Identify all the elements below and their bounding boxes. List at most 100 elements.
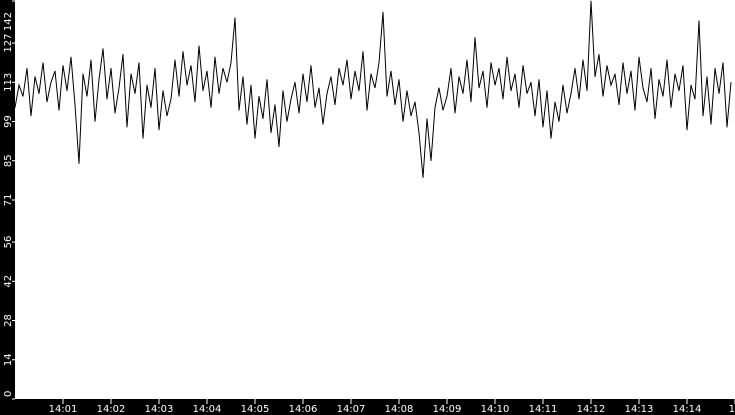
data-point xyxy=(238,109,240,111)
data-point xyxy=(342,84,344,86)
data-point xyxy=(214,56,216,58)
data-point xyxy=(82,73,84,75)
data-point xyxy=(614,73,616,75)
data-point xyxy=(234,17,236,19)
data-point xyxy=(618,104,620,106)
x-tick-label: 14:03 xyxy=(145,404,174,415)
data-point xyxy=(454,112,456,114)
x-tick-label: 14:11 xyxy=(529,404,558,415)
data-point xyxy=(90,59,92,61)
data-point xyxy=(686,129,688,131)
data-point xyxy=(338,67,340,69)
y-tick-label: 71 xyxy=(3,194,14,207)
data-point xyxy=(210,107,212,108)
data-point xyxy=(558,121,560,122)
x-tick-label: 14:13 xyxy=(625,404,654,415)
data-point xyxy=(166,115,168,117)
data-point xyxy=(114,112,116,114)
data-point xyxy=(546,90,548,92)
data-point xyxy=(78,163,80,164)
data-point xyxy=(474,37,476,38)
data-point xyxy=(506,56,508,58)
data-point xyxy=(118,87,120,89)
data-point xyxy=(346,59,348,61)
data-point xyxy=(278,146,280,148)
data-point xyxy=(554,101,556,103)
data-point xyxy=(598,53,600,55)
data-point xyxy=(566,112,568,114)
data-point xyxy=(98,79,100,80)
data-point xyxy=(470,101,472,103)
data-point xyxy=(530,81,532,83)
data-point xyxy=(130,73,132,75)
data-point xyxy=(122,53,124,55)
data-point xyxy=(198,45,200,47)
data-point xyxy=(34,76,36,78)
y-tick-label: 142 xyxy=(3,12,14,31)
data-point xyxy=(266,79,268,80)
data-point xyxy=(170,98,172,100)
data-point xyxy=(654,118,656,120)
y-tick-label: 85 xyxy=(3,154,14,167)
data-point xyxy=(390,70,392,72)
data-point xyxy=(394,104,396,106)
data-point xyxy=(334,104,336,106)
data-point xyxy=(350,98,352,100)
y-tick-label: 0 xyxy=(3,391,14,397)
y-tick-label: 127 xyxy=(3,33,14,52)
x-tick-label: 14:01 xyxy=(49,404,78,415)
data-point xyxy=(446,95,448,97)
data-point xyxy=(158,129,160,131)
data-point xyxy=(590,0,592,2)
data-point xyxy=(422,177,424,178)
data-point xyxy=(518,107,520,108)
data-point xyxy=(538,79,540,80)
data-point xyxy=(626,93,628,94)
data-point xyxy=(426,118,428,120)
x-tick-label: 14:04 xyxy=(193,404,222,415)
data-point xyxy=(258,95,260,97)
data-point xyxy=(634,109,636,111)
x-axis: 14:01 14:02 14:03 14:04 14:05 14:06 14:07 14:08… xyxy=(49,399,735,415)
data-point xyxy=(290,98,292,100)
data-point xyxy=(50,81,52,83)
data-point xyxy=(570,93,572,94)
data-point xyxy=(242,76,244,78)
x-tick-label: 14:02 xyxy=(97,404,126,415)
y-tick-label: 99 xyxy=(3,115,14,128)
data-point xyxy=(666,59,668,61)
data-point xyxy=(550,137,552,139)
data-point xyxy=(322,123,324,125)
data-point xyxy=(462,93,464,94)
data-point xyxy=(406,90,408,92)
y-tick-label: 113 xyxy=(3,73,14,92)
data-point xyxy=(246,123,248,125)
data-point xyxy=(26,67,28,69)
data-point xyxy=(606,65,608,66)
data-point xyxy=(718,93,720,94)
data-point xyxy=(650,67,652,69)
data-point xyxy=(434,107,436,108)
series-line xyxy=(14,0,732,178)
data-point xyxy=(398,79,400,80)
data-point xyxy=(622,62,624,64)
data-point xyxy=(698,20,700,22)
x-tick-label: 14:12 xyxy=(577,404,606,415)
data-point xyxy=(502,98,504,100)
data-point xyxy=(670,107,672,108)
data-point xyxy=(146,84,148,86)
x-tick-label: 14 xyxy=(729,404,735,415)
data-point xyxy=(354,70,356,72)
data-point xyxy=(262,118,264,120)
data-point xyxy=(574,67,576,69)
data-point xyxy=(586,90,588,92)
data-point xyxy=(706,76,708,78)
data-point xyxy=(178,95,180,97)
data-point xyxy=(306,101,308,103)
data-point xyxy=(602,95,604,97)
x-tick-label: 14:08 xyxy=(385,404,414,415)
data-point xyxy=(14,107,16,108)
data-point xyxy=(610,84,612,86)
data-point xyxy=(162,90,164,92)
data-point xyxy=(730,81,732,83)
